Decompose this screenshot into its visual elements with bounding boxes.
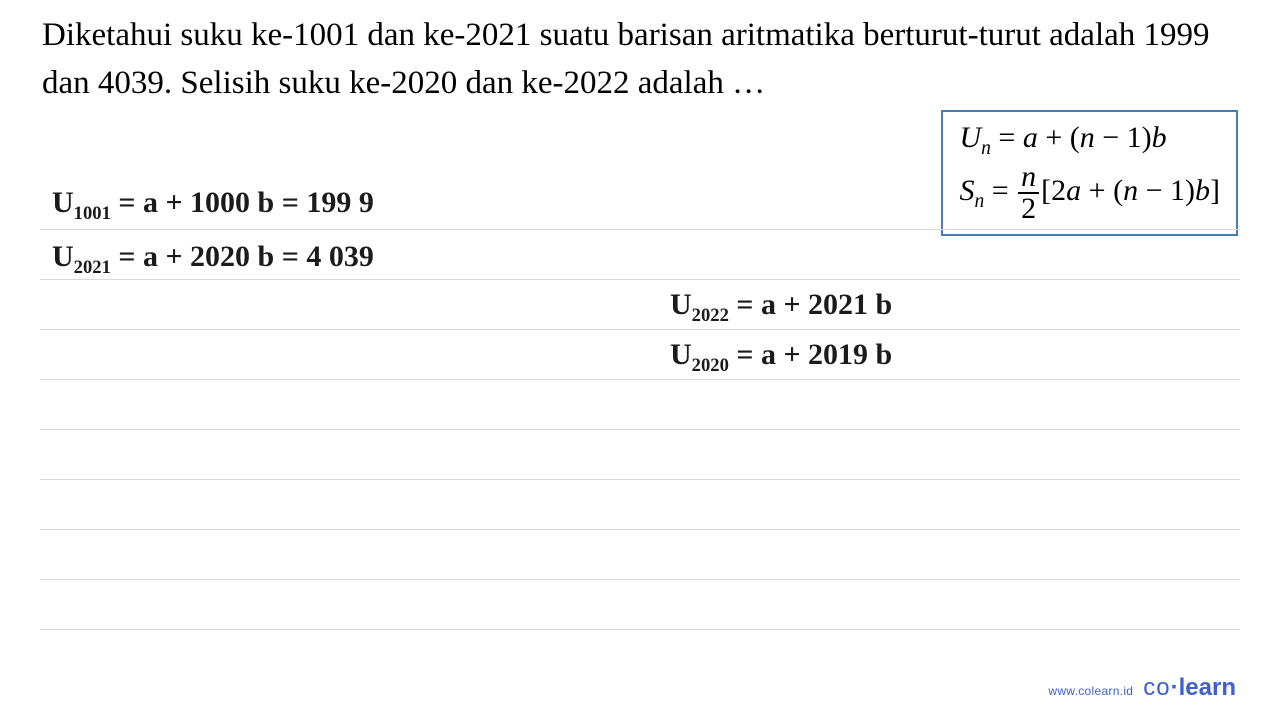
formula-sn-eq: = [984, 174, 1016, 207]
hw-symbol: U [670, 288, 692, 321]
formula-un: Un = a + (n − 1)b [959, 118, 1220, 162]
formula-un-plus: + ( [1038, 121, 1080, 154]
hw-rest: = a + 1000 b = 199 9 [111, 186, 374, 219]
hw-symbol: U [52, 240, 74, 273]
footer-brand-dot: · [1171, 674, 1179, 701]
formula-un-m1: − 1) [1095, 121, 1152, 154]
footer-brand-learn: learn [1179, 674, 1236, 701]
formula-un-b: b [1152, 121, 1167, 154]
formula-sn-bo: [2 [1041, 174, 1066, 207]
ruled-area [0, 229, 1280, 679]
hw-rest: = a + 2020 b = 4 039 [111, 240, 374, 273]
footer: www.colearn.id co·learn [1048, 674, 1236, 702]
hw-subscript: 1001 [74, 203, 111, 224]
formula-sn-num: n [1018, 162, 1039, 192]
formula-sn-den: 2 [1018, 192, 1039, 224]
hw-rest: = a + 2021 b [729, 288, 892, 321]
hw-subscript: 2020 [692, 355, 729, 376]
rule-line [40, 629, 1240, 630]
formula-sn-b: b [1195, 174, 1210, 207]
rule-line [40, 429, 1240, 430]
rule-line [40, 379, 1240, 380]
handwritten-u2020: U2020 = a + 2019 b [670, 338, 892, 377]
rule-line [40, 579, 1240, 580]
formula-sn-n: n [1123, 174, 1138, 207]
footer-brand-co: co [1143, 674, 1170, 701]
hw-symbol: U [670, 338, 692, 371]
rule-line [40, 529, 1240, 530]
hw-subscript: 2021 [74, 257, 111, 278]
problem-text: Diketahui suku ke-1001 dan ke-2021 suatu… [42, 17, 1210, 101]
formula-sn-m1: − 1) [1138, 174, 1195, 207]
hw-subscript: 2022 [692, 305, 729, 326]
formula-sn-a: a [1066, 174, 1081, 207]
formula-un-symbol: U [959, 121, 981, 154]
footer-brand: co·learn [1143, 674, 1236, 702]
hw-rest: = a + 2019 b [729, 338, 892, 371]
rule-line [40, 229, 1240, 230]
formula-sn-plus: + ( [1081, 174, 1123, 207]
problem-statement: Diketahui suku ke-1001 dan ke-2021 suatu… [42, 12, 1242, 108]
formula-box: Un = a + (n − 1)b Sn = n2[2a + (n − 1)b] [941, 110, 1238, 236]
footer-site: www.colearn.id [1048, 684, 1133, 698]
formula-sn: Sn = n2[2a + (n − 1)b] [959, 162, 1220, 224]
formula-sn-symbol: S [959, 174, 974, 207]
rule-line [40, 329, 1240, 330]
handwritten-u1001: U1001 = a + 1000 b = 199 9 [52, 186, 374, 225]
formula-sn-frac: n2 [1018, 162, 1039, 224]
formula-un-n: n [1080, 121, 1095, 154]
formula-un-a: a [1023, 121, 1038, 154]
hw-symbol: U [52, 186, 74, 219]
rule-line [40, 279, 1240, 280]
handwritten-u2022: U2022 = a + 2021 b [670, 288, 892, 327]
formula-un-sub: n [981, 138, 991, 159]
formula-sn-bc: ] [1210, 174, 1220, 207]
handwritten-u2021: U2021 = a + 2020 b = 4 039 [52, 240, 374, 279]
rule-line [40, 479, 1240, 480]
formula-sn-sub: n [974, 191, 984, 212]
formula-un-eq: = [991, 121, 1023, 154]
